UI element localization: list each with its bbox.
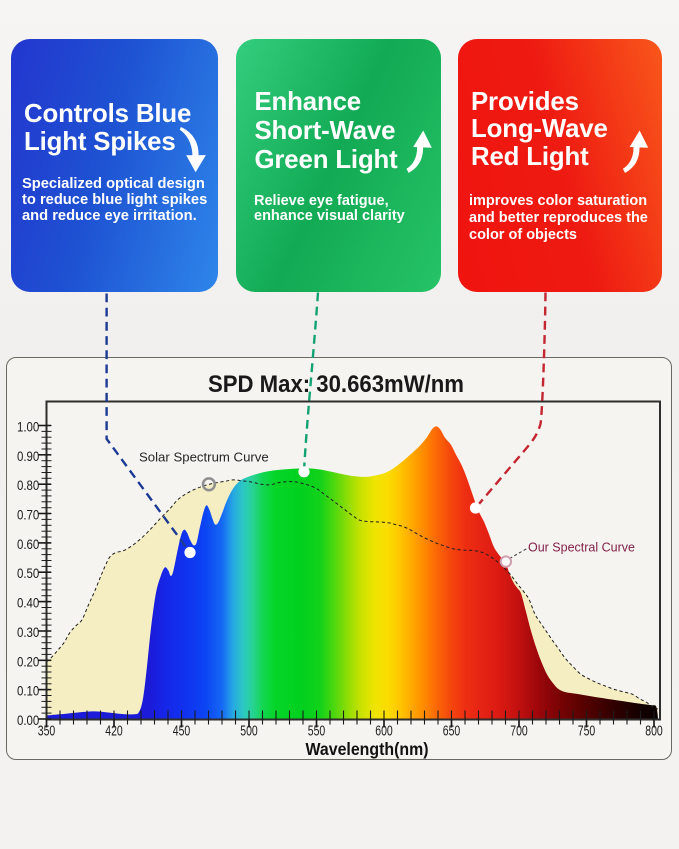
svg-text:0.20: 0.20 xyxy=(17,653,39,669)
svg-text:550: 550 xyxy=(308,724,326,740)
svg-text:750: 750 xyxy=(578,724,596,740)
svg-text:0.00: 0.00 xyxy=(17,712,39,728)
svg-text:0.10: 0.10 xyxy=(17,683,39,699)
svg-text:0.40: 0.40 xyxy=(17,595,39,611)
svg-text:700: 700 xyxy=(510,724,528,740)
svg-text:350: 350 xyxy=(38,724,56,740)
svg-text:800: 800 xyxy=(645,724,663,740)
svg-text:0.60: 0.60 xyxy=(17,536,39,552)
svg-text:600: 600 xyxy=(375,724,393,740)
svg-text:0.90: 0.90 xyxy=(17,448,39,464)
svg-text:SPD Max: 30.663mW/nm: SPD Max: 30.663mW/nm xyxy=(208,371,464,398)
svg-text:Solar Spectrum Curve: Solar Spectrum Curve xyxy=(139,450,269,465)
svg-text:0.80: 0.80 xyxy=(17,477,39,493)
svg-text:0.30: 0.30 xyxy=(17,624,39,640)
svg-text:420: 420 xyxy=(105,724,123,740)
svg-text:650: 650 xyxy=(443,724,461,740)
svg-text:0.50: 0.50 xyxy=(17,565,39,581)
svg-text:1.00: 1.00 xyxy=(17,419,39,435)
svg-text:Our Spectral Curve: Our Spectral Curve xyxy=(528,541,635,555)
svg-text:0.70: 0.70 xyxy=(17,507,39,523)
svg-text:Wavelength(nm): Wavelength(nm) xyxy=(306,739,429,759)
svg-text:500: 500 xyxy=(240,724,258,740)
svg-text:450: 450 xyxy=(173,724,191,740)
